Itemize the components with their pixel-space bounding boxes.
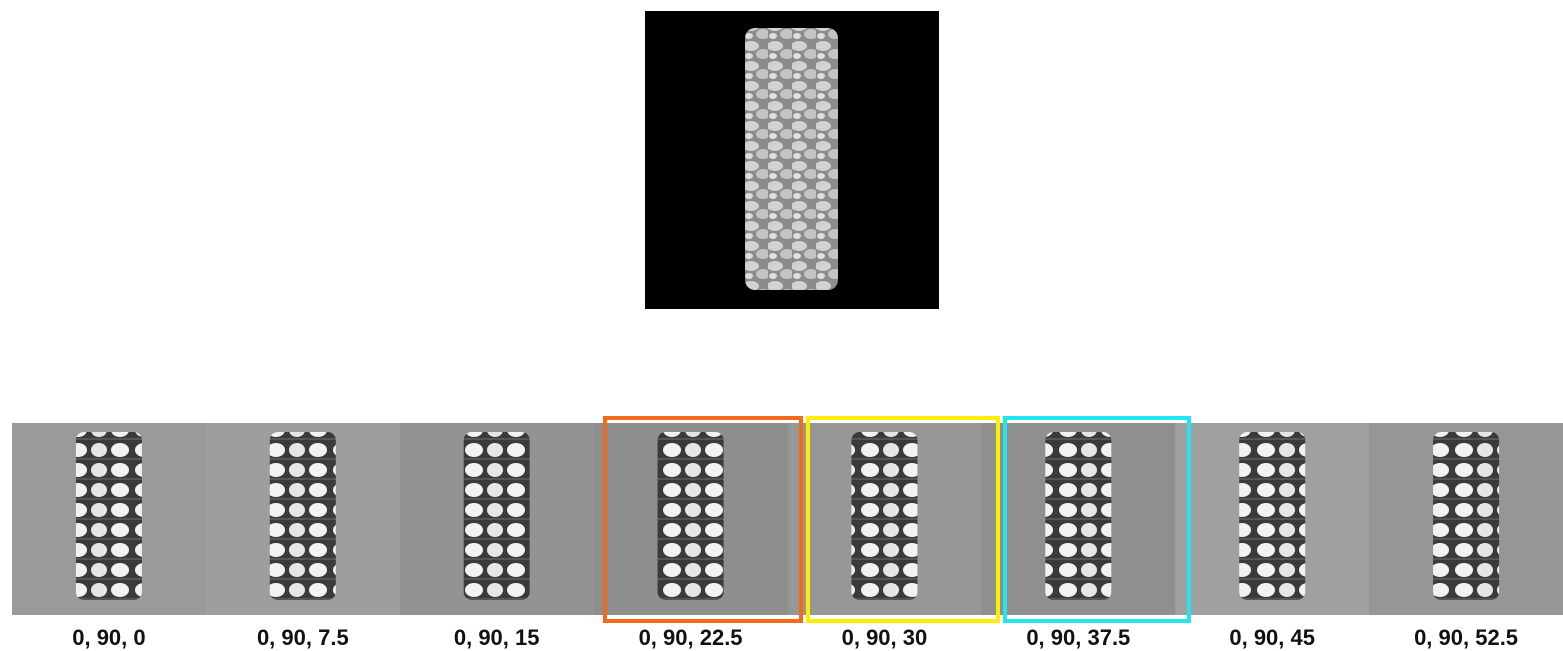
projection-density <box>851 432 917 600</box>
projection-density <box>1239 432 1305 600</box>
figure: 0, 90, 0 0, 90, 7.5 0, 90, 15 0, 90, 22.5 0,… <box>0 0 1563 651</box>
projection-density <box>76 432 142 600</box>
projection-density <box>270 432 336 600</box>
panel-label: 0, 90, 37.5 <box>1026 625 1130 650</box>
panel-label: 0, 90, 15 <box>454 625 540 650</box>
panel-label: 0, 90, 7.5 <box>257 625 349 650</box>
projection-density <box>658 432 724 600</box>
projection-strip: 0, 90, 0 0, 90, 7.5 0, 90, 15 0, 90, 22.5 0,… <box>12 423 1563 650</box>
panel-label: 0, 90, 52.5 <box>1414 625 1518 650</box>
projection-density <box>1433 432 1499 600</box>
projection-density <box>1045 432 1111 600</box>
panel-label: 0, 90, 0 <box>72 625 145 650</box>
panel-label: 0, 90, 30 <box>842 625 928 650</box>
panel-label: 0, 90, 45 <box>1229 625 1315 650</box>
projection-density <box>464 432 530 600</box>
panel-label: 0, 90, 22.5 <box>639 625 743 650</box>
page: 0, 90, 0 0, 90, 7.5 0, 90, 15 0, 90, 22.5 0,… <box>0 0 1563 651</box>
filament-model <box>745 28 838 290</box>
